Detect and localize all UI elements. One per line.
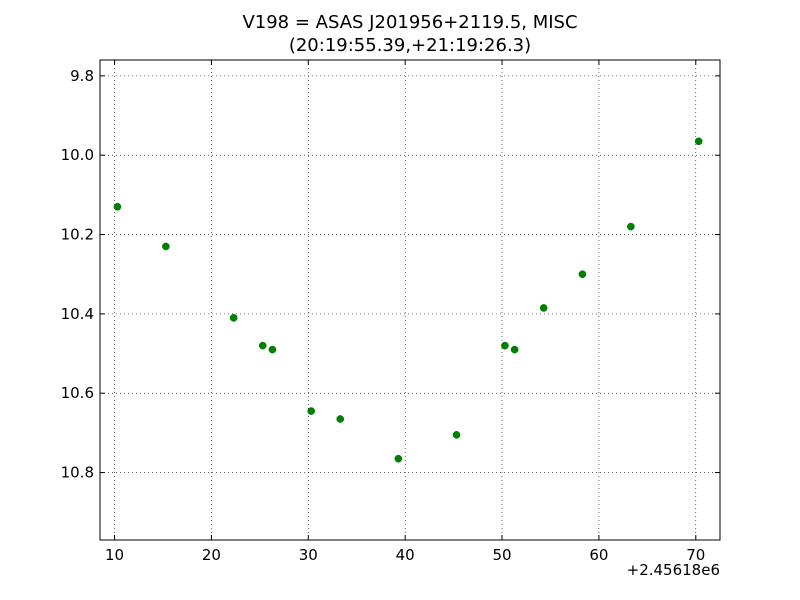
data-point [694,137,703,146]
chart-title-line-2: (20:19:55.39,+21:19:26.3) [289,35,531,56]
y-tick-label: 10.8 [61,464,94,482]
x-tick-label: 70 [686,546,705,564]
x-tick-label: 20 [202,546,221,564]
data-point [539,304,548,312]
data-point [501,341,509,350]
x-axis-offset-label: +2.45618e6 [627,561,720,579]
data-point [394,454,403,463]
chart-title-line-1: V198 = ASAS J201956+2119.5, MISC [242,12,577,33]
y-tick-label: 10.2 [61,226,94,244]
x-tick-label: 50 [492,546,511,564]
y-tick-label: 10.6 [61,384,94,402]
data-points [113,137,703,463]
data-point [258,341,267,350]
data-point [113,202,122,211]
plot-frame [99,59,721,541]
x-tick-label: 40 [396,546,415,564]
data-point [510,345,519,354]
x-tick-label: 30 [299,546,318,564]
data-point [229,314,238,322]
data-point [336,415,345,423]
x-tick-label: 10 [105,546,124,564]
y-tick-label: 10.4 [61,305,94,323]
data-point [627,222,635,231]
y-tick-label: 9.8 [70,67,94,85]
data-point [452,431,461,439]
y-tick-label: 10.0 [61,146,94,164]
data-point [162,242,170,251]
data-point [578,270,587,279]
data-point [268,345,277,354]
x-tick-label: 60 [589,546,608,564]
data-point [307,407,316,415]
axis-ticks: 10 20 30 40 50 60 70 9.8 10.0 10.2 10.4 10.6 10.8 [61,60,720,564]
